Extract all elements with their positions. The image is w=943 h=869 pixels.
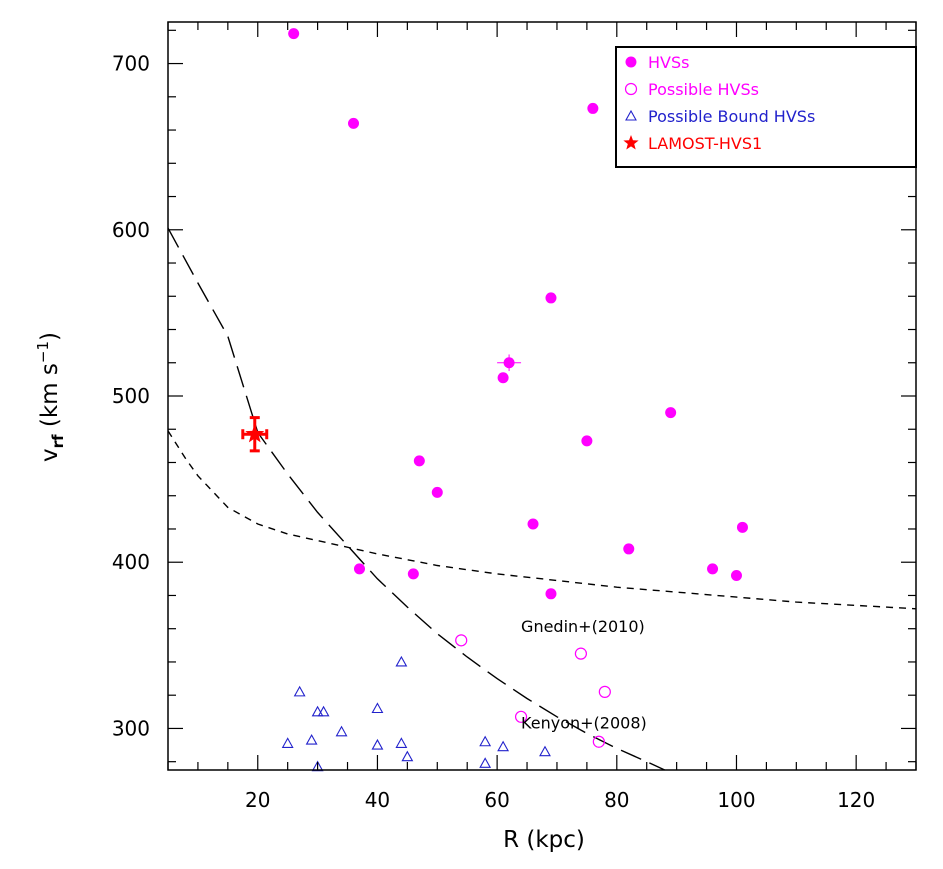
- point-hvss: [623, 543, 635, 555]
- point-hvss: [348, 117, 360, 129]
- x-tick-label: 40: [365, 788, 390, 812]
- point-possible-bound-hvss: [371, 738, 384, 750]
- y-tick-label: 500: [112, 384, 150, 408]
- x-tick-label: 80: [604, 788, 629, 812]
- tick-labels: 20 40 60 80 100 120 300 400 500 600 700: [112, 52, 875, 812]
- legend-marker: [624, 82, 638, 96]
- y-tick-label: 700: [112, 52, 150, 76]
- point-possible-bound-hvss: [479, 735, 492, 747]
- point-lamost-hvs1: [245, 424, 265, 443]
- legend-marker: [625, 56, 637, 68]
- y-tick-label: 300: [112, 716, 150, 740]
- point-possible-hvss: [598, 685, 611, 698]
- point-hvss: [587, 102, 599, 114]
- point-hvss: [707, 563, 719, 575]
- legend-label: Possible HVSs: [648, 80, 759, 99]
- point-possible-hvss: [514, 710, 528, 723]
- point-possible-bound-hvss: [395, 655, 408, 667]
- point-possible-bound-hvss: [371, 702, 384, 714]
- x-axis-title: R (kpc): [503, 827, 585, 853]
- point-hvss: [581, 435, 593, 447]
- legend: HVSs Possible HVSs Possible Bound HVSs LAMO…: [615, 46, 917, 168]
- point-hvss: [413, 455, 425, 467]
- point-hvss: [665, 407, 677, 419]
- curve-kenyon: [167, 227, 665, 771]
- point-possible-hvss: [574, 647, 587, 660]
- point-possible-bound-hvss: [401, 750, 414, 762]
- point-possible-hvss: [592, 735, 605, 748]
- point-hvss: [431, 486, 443, 498]
- point-hvss: [736, 521, 748, 533]
- curve-gnedin: [167, 430, 917, 610]
- point-possible-bound-hvss: [395, 737, 408, 748]
- legend-label: HVSs: [648, 53, 689, 72]
- x-tick-label: 60: [484, 788, 509, 812]
- y-axis-title-unit-exponent: −1: [34, 341, 52, 363]
- point-hvss: [545, 292, 557, 304]
- point-possible-bound-hvss: [281, 737, 294, 748]
- legend-label: Possible Bound HVSs: [648, 107, 815, 126]
- x-tick-label: 20: [245, 788, 270, 812]
- point-hvss: [353, 563, 365, 575]
- y-axis-title-subscript: rf: [49, 434, 67, 448]
- y-tick-label: 600: [112, 218, 150, 242]
- data-points: [241, 28, 748, 772]
- point-hvss: [497, 372, 509, 384]
- point-possible-bound-hvss: [479, 757, 492, 768]
- legend-label: LAMOST-HVS1: [648, 134, 762, 153]
- point-possible-bound-hvss: [539, 745, 551, 757]
- y-axis-title: vrf (km s−1): [34, 332, 67, 462]
- gnedin-curve-label: Gnedin+(2010): [521, 617, 645, 636]
- y-tick-label: 400: [112, 550, 150, 574]
- point-possible-bound-hvss: [311, 705, 324, 717]
- point-possible-bound-hvss: [305, 733, 318, 745]
- point-possible-bound-hvss: [497, 740, 510, 752]
- legend-marker: [625, 109, 637, 121]
- legend-marker: [623, 135, 639, 150]
- point-hvss: [407, 568, 419, 580]
- point-hvss: [288, 28, 300, 40]
- axis-ticks: [167, 22, 917, 770]
- y-axis-title-unit-open: (km s: [37, 363, 63, 434]
- model-curves: [167, 227, 917, 771]
- point-hvss: [545, 588, 557, 600]
- point-hvss: [503, 357, 515, 369]
- y-axis-title-main: v: [37, 448, 63, 462]
- point-possible-bound-hvss: [293, 685, 306, 697]
- x-tick-label: 120: [837, 788, 875, 812]
- point-possible-bound-hvss: [335, 725, 348, 737]
- point-hvss: [730, 570, 742, 582]
- y-axis-title-unit-close: ): [37, 332, 63, 341]
- point-possible-bound-hvss: [317, 705, 330, 717]
- point-hvss: [527, 518, 539, 530]
- legend-box: [615, 46, 917, 168]
- kenyon-curve-label: Kenyon+(2008): [521, 713, 647, 732]
- point-possible-hvss: [455, 634, 468, 647]
- x-tick-label: 100: [717, 788, 755, 812]
